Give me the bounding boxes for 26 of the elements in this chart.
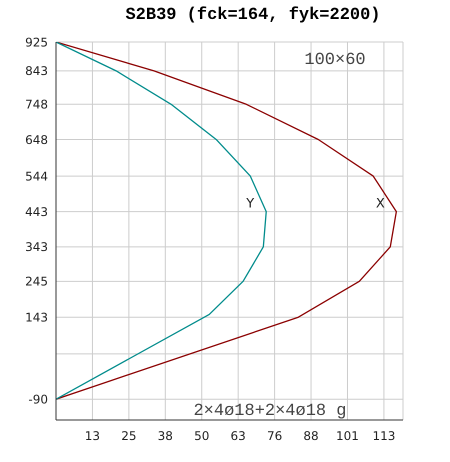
y-tick-label: 648 [25, 132, 48, 147]
line-series [56, 42, 397, 400]
annotation: 100×60 [304, 51, 366, 70]
series-label: Y [245, 196, 254, 212]
x-tick-label: 38 [158, 429, 173, 443]
y-tick-label: 544 [25, 169, 48, 184]
y-tick-label: 925 [25, 35, 48, 50]
x-tick-label: 101 [336, 429, 359, 443]
y-tick-label: 843 [25, 64, 48, 78]
x-tick-label: 113 [372, 429, 396, 443]
chart-title: S2B39 (fck=164, fyk=2200) [124, 6, 382, 25]
y-tick-label: 245 [25, 274, 48, 289]
x-tick-label: 50 [194, 429, 210, 443]
line-series [56, 42, 267, 400]
y-tick-label: 143 [25, 310, 48, 324]
x-tick-label: 88 [303, 429, 319, 443]
y-tick-label: 748 [25, 98, 48, 112]
y-tick-label: 343 [25, 240, 48, 254]
annotation: 2×4ø18+2×4ø18 g [193, 402, 347, 421]
y-tick-label: -90 [28, 392, 48, 406]
y-tick-label: 443 [25, 204, 48, 219]
x-tick-label: 76 [266, 429, 282, 443]
series-label: X [376, 196, 385, 212]
x-tick-label: 63 [230, 429, 246, 443]
x-tick-label: 13 [84, 429, 100, 443]
x-tick-label: 25 [121, 429, 137, 443]
